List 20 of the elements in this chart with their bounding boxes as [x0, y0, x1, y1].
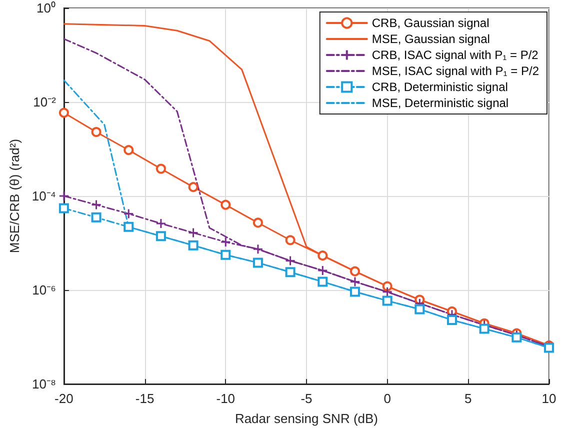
x-tick-label: -15 — [135, 391, 154, 406]
y-tick-label: 10⁻⁴ — [32, 188, 56, 204]
y-tick-label: 10⁻⁶ — [32, 282, 56, 298]
x-tick-label: 10 — [542, 391, 556, 406]
legend-label: CRB, Gaussian signal — [372, 16, 490, 30]
x-tick-label: -5 — [300, 391, 312, 406]
legend-label: MSE, Deterministic signal — [372, 96, 509, 110]
x-axis-title: Radar sensing SNR (dB) — [234, 411, 378, 426]
x-tick-label: 0 — [384, 391, 391, 406]
y-axis-title: MSE/CRB (θ) (rad²) — [7, 138, 22, 254]
x-tick-label: -10 — [216, 391, 236, 406]
x-tick-label: 5 — [464, 391, 472, 406]
legend-label: CRB, ISAC signal with P₁ = P/2 — [372, 48, 539, 62]
legend-label: MSE, ISAC signal with P₁ = P/2 — [372, 64, 540, 78]
legend-label: CRB, Deterministic signal — [372, 80, 508, 94]
legend-label: MSE, Gaussian signal — [372, 32, 490, 46]
y-tick-label: 10⁰ — [36, 0, 56, 16]
x-tick-label: -20 — [54, 391, 74, 406]
y-tick-label: 10⁻² — [33, 94, 57, 110]
y-tick-label: 10⁻⁸ — [32, 376, 56, 392]
